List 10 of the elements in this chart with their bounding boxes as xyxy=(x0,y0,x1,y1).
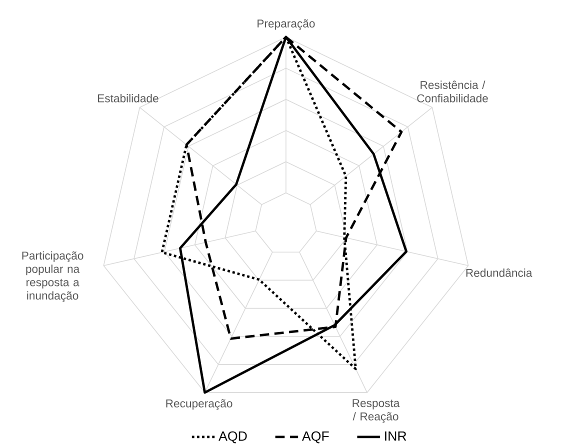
spoke-label: Participação popular na resposta a inundação xyxy=(22,251,84,302)
spoke-label: Redundância xyxy=(466,268,532,277)
spoke-label: Recuperação xyxy=(166,399,232,410)
legend-label: AQF xyxy=(302,431,329,444)
spoke-label: Estabilidade xyxy=(98,94,158,102)
spoke-label: Resistência / Confiabilidade xyxy=(417,80,488,102)
legend-label: AQD xyxy=(218,431,247,444)
spoke-label: Preparação xyxy=(258,19,315,30)
spoke-label: Resposta / Reação xyxy=(352,399,400,423)
legend-label: INR xyxy=(385,431,406,441)
